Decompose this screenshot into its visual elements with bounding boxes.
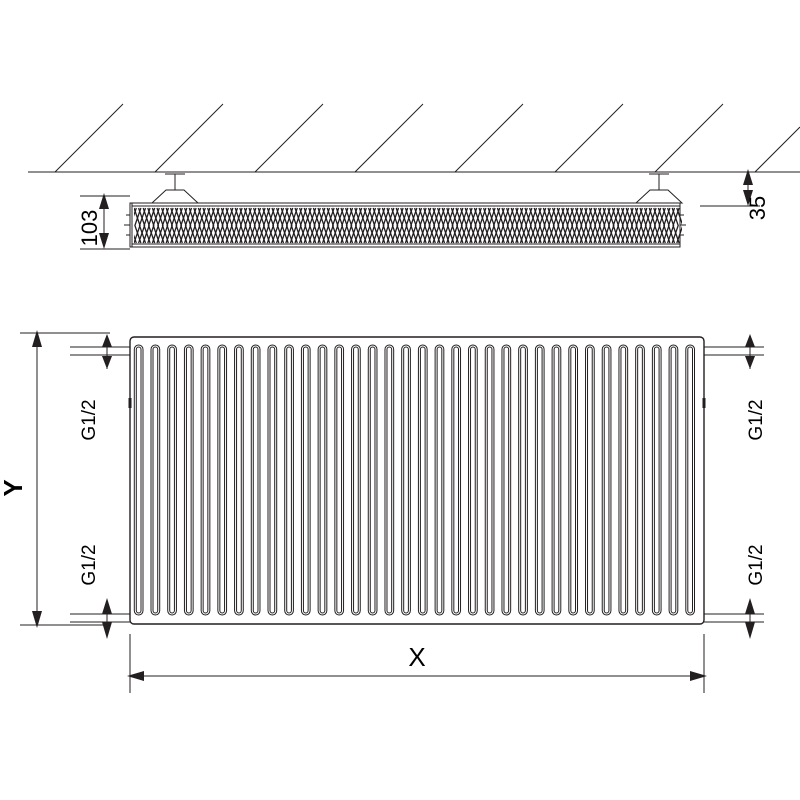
svg-text:X: X — [408, 642, 425, 672]
svg-text:103: 103 — [77, 210, 102, 247]
svg-text:G1/2: G1/2 — [746, 399, 767, 440]
svg-text:35: 35 — [745, 196, 770, 220]
svg-text:G1/2: G1/2 — [79, 544, 100, 585]
svg-text:G1/2: G1/2 — [746, 544, 767, 585]
svg-text:G1/2: G1/2 — [79, 399, 100, 440]
svg-text:Y: Y — [0, 479, 28, 496]
